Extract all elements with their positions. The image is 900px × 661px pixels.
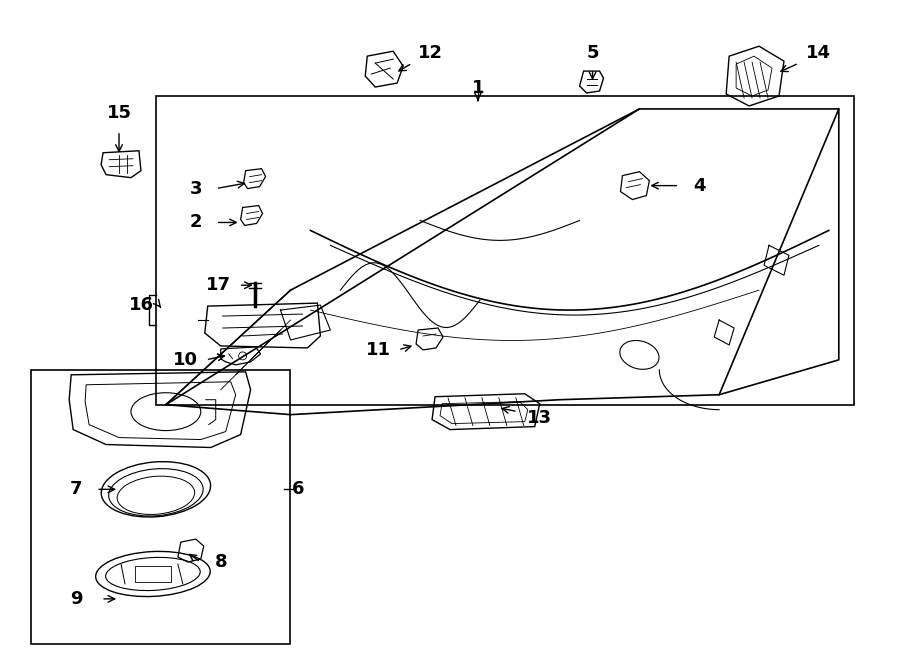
Text: 11: 11 [365,341,391,359]
Text: 3: 3 [190,180,202,198]
Text: 17: 17 [206,276,231,294]
Text: 2: 2 [190,214,202,231]
Text: 13: 13 [527,408,553,426]
Text: 8: 8 [214,553,227,571]
Text: 9: 9 [70,590,83,608]
Text: 10: 10 [174,351,198,369]
Text: 16: 16 [129,296,154,314]
Bar [135,566,171,582]
Text: 5: 5 [586,44,598,62]
Text: 4: 4 [693,176,706,194]
Text: 6: 6 [292,481,305,498]
Bar [32,370,291,644]
Text: 14: 14 [806,44,832,62]
Text: 12: 12 [418,44,443,62]
Bar [156,96,854,405]
Text: 7: 7 [70,481,83,498]
Text: 15: 15 [106,104,131,122]
Text: 1: 1 [472,79,484,97]
